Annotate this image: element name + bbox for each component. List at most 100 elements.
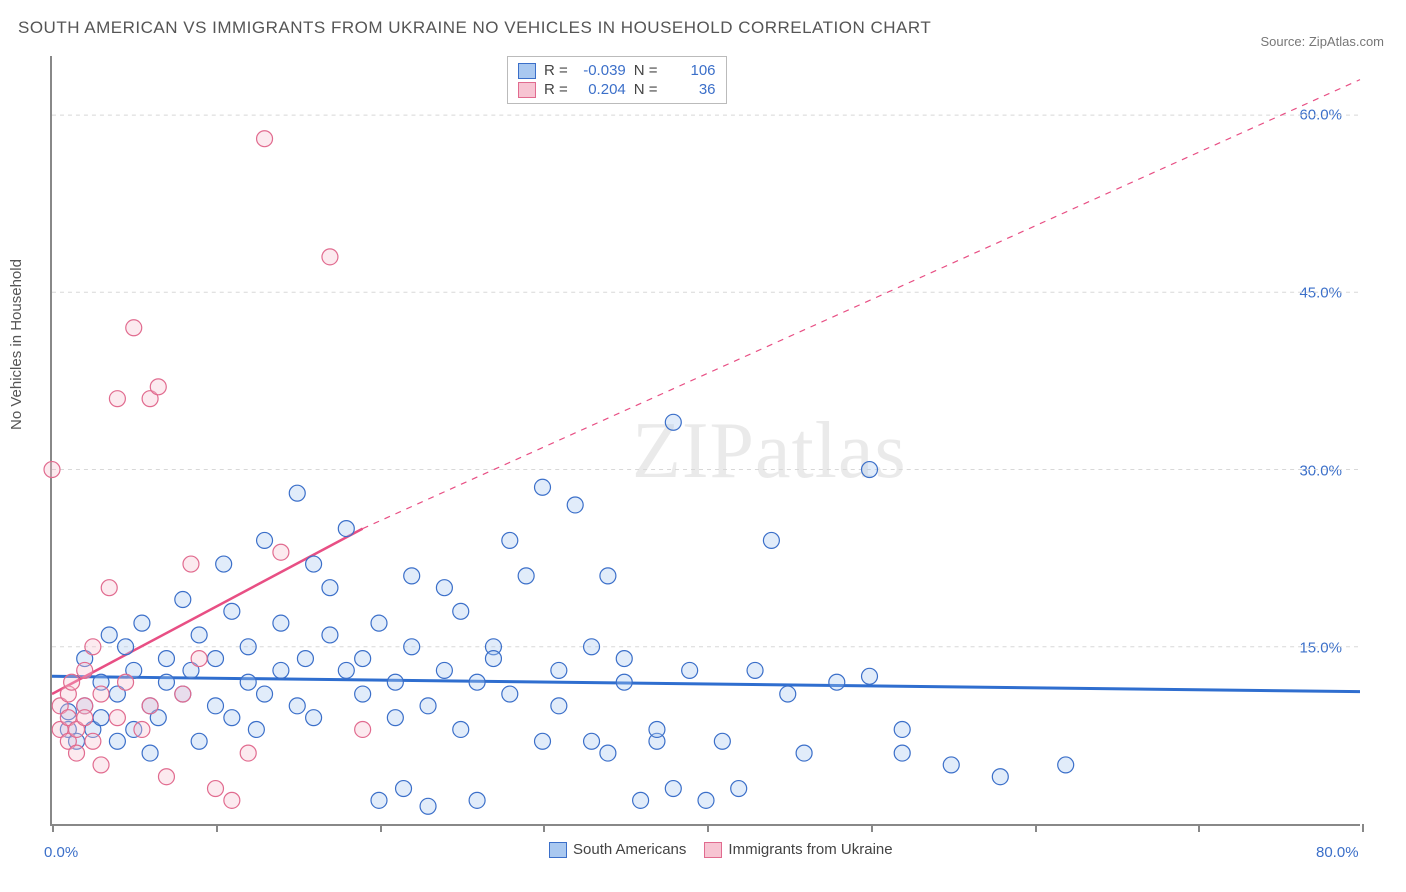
data-point <box>77 710 93 726</box>
data-point <box>551 662 567 678</box>
data-point <box>436 662 452 678</box>
data-point <box>780 686 796 702</box>
n-label-2: N = <box>634 81 658 98</box>
data-point <box>224 603 240 619</box>
data-point <box>387 674 403 690</box>
data-point <box>502 532 518 548</box>
data-point <box>240 674 256 690</box>
data-point <box>355 686 371 702</box>
n-value-2: 36 <box>666 81 716 98</box>
data-point <box>731 781 747 797</box>
data-point <box>240 745 256 761</box>
data-point <box>257 131 273 147</box>
data-point <box>992 769 1008 785</box>
data-point <box>469 792 485 808</box>
data-point <box>240 639 256 655</box>
data-point <box>535 733 551 749</box>
data-point <box>698 792 714 808</box>
data-point <box>191 733 207 749</box>
swatch-pink <box>518 82 536 98</box>
data-point <box>616 651 632 667</box>
data-point <box>134 615 150 631</box>
data-point <box>208 651 224 667</box>
data-point <box>93 686 109 702</box>
data-point <box>551 698 567 714</box>
data-point <box>518 568 534 584</box>
x-tick <box>1198 824 1200 832</box>
data-point <box>436 580 452 596</box>
data-point <box>535 479 551 495</box>
stats-row-1: R = -0.039 N = 106 <box>518 61 716 80</box>
data-point <box>109 391 125 407</box>
data-point <box>420 798 436 814</box>
data-point <box>109 710 125 726</box>
data-point <box>273 662 289 678</box>
data-point <box>682 662 698 678</box>
data-point <box>69 745 85 761</box>
x-tick <box>216 824 218 832</box>
stats-box: R = -0.039 N = 106 R = 0.204 N = 36 <box>507 56 727 104</box>
data-point <box>355 651 371 667</box>
data-point <box>273 544 289 560</box>
data-point <box>404 568 420 584</box>
x-tick <box>52 824 54 832</box>
data-point <box>796 745 812 761</box>
stats-row-2: R = 0.204 N = 36 <box>518 80 716 99</box>
x-tick <box>380 824 382 832</box>
data-point <box>101 627 117 643</box>
data-point <box>142 745 158 761</box>
legend: South Americans Immigrants from Ukraine <box>549 841 893 858</box>
data-point <box>289 698 305 714</box>
legend-item-south-americans: South Americans <box>549 841 686 858</box>
data-point <box>633 792 649 808</box>
data-point <box>600 568 616 584</box>
r-value-1: -0.039 <box>576 62 626 79</box>
data-point <box>306 710 322 726</box>
data-point <box>567 497 583 513</box>
data-point <box>862 462 878 478</box>
data-point <box>584 639 600 655</box>
data-point <box>208 698 224 714</box>
data-point <box>371 615 387 631</box>
data-point <box>64 674 80 690</box>
data-point <box>118 674 134 690</box>
data-point <box>338 521 354 537</box>
data-point <box>44 462 60 478</box>
data-point <box>322 249 338 265</box>
data-point <box>134 721 150 737</box>
data-point <box>93 710 109 726</box>
data-point <box>1058 757 1074 773</box>
data-point <box>322 627 338 643</box>
data-point <box>85 639 101 655</box>
data-point <box>183 556 199 572</box>
data-point <box>257 686 273 702</box>
plot-area: ZIPatlas R = -0.039 N = 106 R = 0.204 N … <box>50 56 1360 826</box>
data-point <box>126 320 142 336</box>
legend-label-2: Immigrants from Ukraine <box>728 841 892 858</box>
data-point <box>175 592 191 608</box>
data-point <box>208 781 224 797</box>
data-point <box>600 745 616 761</box>
r-label-2: R = <box>544 81 568 98</box>
data-point <box>649 721 665 737</box>
data-point <box>248 721 264 737</box>
data-point <box>77 662 93 678</box>
data-point <box>224 710 240 726</box>
data-point <box>584 733 600 749</box>
data-point <box>714 733 730 749</box>
data-point <box>453 603 469 619</box>
data-point <box>150 379 166 395</box>
trend-lines <box>52 80 1360 694</box>
r-value-2: 0.204 <box>576 81 626 98</box>
data-point <box>355 721 371 737</box>
data-point <box>306 556 322 572</box>
n-value-1: 106 <box>666 62 716 79</box>
data-point <box>894 745 910 761</box>
swatch-blue-legend <box>549 842 567 858</box>
data-point <box>85 733 101 749</box>
legend-label-1: South Americans <box>573 841 686 858</box>
data-point <box>338 662 354 678</box>
data-point <box>158 769 174 785</box>
swatch-blue <box>518 63 536 79</box>
data-point <box>297 651 313 667</box>
